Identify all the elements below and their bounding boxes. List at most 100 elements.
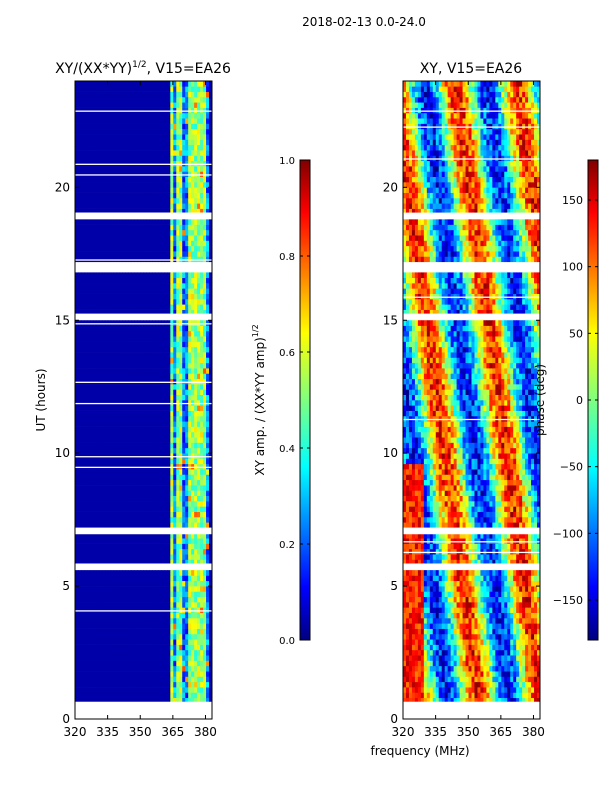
heatmap-cell — [83, 245, 88, 252]
heatmap-cell — [92, 203, 97, 209]
heatmap-cell — [155, 490, 159, 496]
heatmap-cell — [206, 192, 210, 199]
heatmap-cell — [200, 681, 204, 688]
heatmap-cell — [134, 256, 138, 263]
heatmap-cell — [116, 197, 121, 204]
heatmap-cell — [149, 373, 153, 380]
heatmap-cell — [167, 400, 171, 406]
heatmap-cell — [110, 139, 115, 146]
heatmap-cell — [197, 405, 201, 411]
heatmap-cell — [191, 681, 195, 688]
heatmap-cell — [143, 453, 147, 459]
heatmap-cell — [131, 421, 135, 427]
heatmap-cell — [155, 607, 159, 613]
heatmap-cell — [182, 357, 186, 364]
heatmap-cell — [131, 644, 135, 651]
heatmap-cell — [188, 697, 192, 704]
heatmap-cell — [146, 208, 150, 215]
heatmap-cell — [116, 681, 121, 688]
heatmap-cell — [194, 224, 198, 231]
heatmap-cell — [116, 298, 121, 305]
heatmap-cell — [80, 389, 85, 395]
heatmap-cell — [155, 410, 159, 417]
heatmap-cell — [143, 368, 147, 374]
heatmap-cell — [203, 410, 207, 417]
heatmap-cell — [104, 384, 109, 390]
heatmap-cell — [101, 607, 106, 613]
heatmap-cell — [173, 644, 177, 651]
heatmap-cell — [95, 352, 100, 358]
heatmap-cell — [131, 431, 135, 438]
heatmap-cell — [119, 389, 124, 395]
heatmap-cell — [125, 123, 130, 130]
heatmap-cell — [206, 293, 210, 300]
heatmap-cell — [149, 591, 153, 598]
heatmap-cell — [176, 676, 180, 683]
heatmap-cell — [122, 522, 127, 528]
heatmap-cell — [197, 362, 201, 369]
heatmap-cell — [113, 607, 118, 613]
heatmap-cell — [137, 660, 141, 667]
heatmap-cell — [128, 681, 132, 688]
heatmap-cell — [194, 612, 198, 619]
heatmap-cell — [137, 649, 141, 656]
heatmap-cell — [80, 410, 85, 417]
heatmap-cell — [89, 378, 94, 385]
heatmap-cell — [158, 107, 162, 114]
heatmap-cell — [206, 453, 210, 459]
heatmap-cell — [191, 378, 195, 385]
heatmap-cell — [122, 660, 127, 667]
heatmap-cell — [77, 655, 82, 661]
heatmap-cell — [191, 543, 195, 550]
heatmap-cell — [104, 288, 109, 294]
heatmap-cell — [122, 251, 127, 257]
heatmap-cell — [161, 607, 165, 613]
heatmap-cell — [179, 293, 183, 300]
heatmap-cell — [116, 586, 121, 592]
heatmap-cell — [137, 107, 141, 114]
heatmap-cell — [182, 235, 186, 241]
heatmap-cell — [194, 410, 198, 417]
heatmap-cell — [77, 692, 82, 699]
heatmap-cell — [191, 389, 195, 395]
heatmap-cell — [197, 490, 201, 496]
heatmap-cell — [125, 676, 130, 683]
heatmap-cell — [113, 96, 118, 103]
heatmap-cell — [95, 474, 100, 481]
heatmap-cell — [122, 602, 127, 608]
heatmap-cell — [131, 107, 135, 114]
heatmap-cell — [146, 203, 150, 209]
heatmap-cell — [206, 176, 210, 183]
heatmap-cell — [149, 639, 153, 645]
heatmap-cell — [176, 357, 180, 364]
heatmap-cell — [140, 649, 144, 656]
heatmap-cell — [200, 532, 204, 539]
heatmap-cell — [89, 479, 94, 486]
heatmap-cell — [92, 320, 97, 326]
heatmap-cell — [116, 548, 121, 555]
heatmap-cell — [185, 400, 189, 406]
heatmap-cell — [167, 458, 171, 465]
heatmap-cell — [188, 442, 192, 449]
heatmap-cell — [137, 485, 141, 491]
heatmap-cell — [206, 612, 210, 619]
heatmap-cell — [92, 208, 97, 215]
heatmap-cell — [113, 182, 118, 188]
heatmap-cell — [110, 118, 115, 124]
heatmap-cell — [206, 357, 210, 364]
heatmap-cell — [107, 96, 112, 103]
heatmap-cell — [113, 676, 118, 683]
heatmap-cell — [131, 655, 135, 661]
heatmap-cell — [116, 208, 121, 215]
heatmap-cell — [188, 118, 192, 124]
heatmap-cell — [176, 463, 180, 470]
heatmap-cell — [164, 586, 168, 592]
heatmap-cell — [98, 554, 103, 560]
heatmap-cell — [203, 617, 207, 624]
heatmap-cell — [170, 506, 174, 512]
heatmap-cell — [89, 415, 94, 422]
heatmap-cell — [206, 283, 210, 289]
heatmap-cell — [167, 671, 171, 677]
heatmap-cell — [122, 612, 127, 619]
heatmap-cell — [152, 516, 156, 523]
